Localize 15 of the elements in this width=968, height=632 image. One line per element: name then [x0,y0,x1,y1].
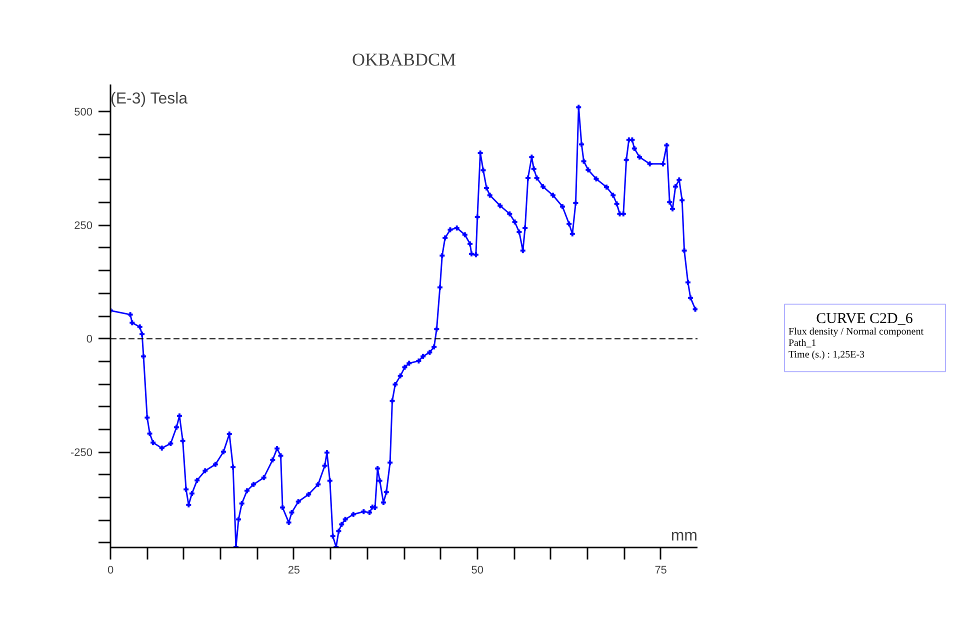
chart-title: OKBABDCM [352,50,456,70]
text: Path_1 [788,338,816,349]
y-tick-label: 0 [86,334,93,346]
y-tick-label: -250 [70,447,93,460]
x-axis-title: mm [670,528,698,544]
x-tick-label: 50 [471,564,484,576]
text: Flux density / Normal component [788,326,924,338]
text: Time (s.) : 1,25E-3 [788,350,865,361]
text: CURVE C2D_6 [816,310,914,327]
x-tick-label: 0 [107,564,114,576]
x-tick-label: 75 [654,564,667,576]
y-tick-label: 500 [74,106,93,119]
x-tick-label: 25 [288,564,300,576]
y-tick-label: 250 [74,220,93,232]
y-axis-title: (E-3) Tesla [110,90,188,108]
